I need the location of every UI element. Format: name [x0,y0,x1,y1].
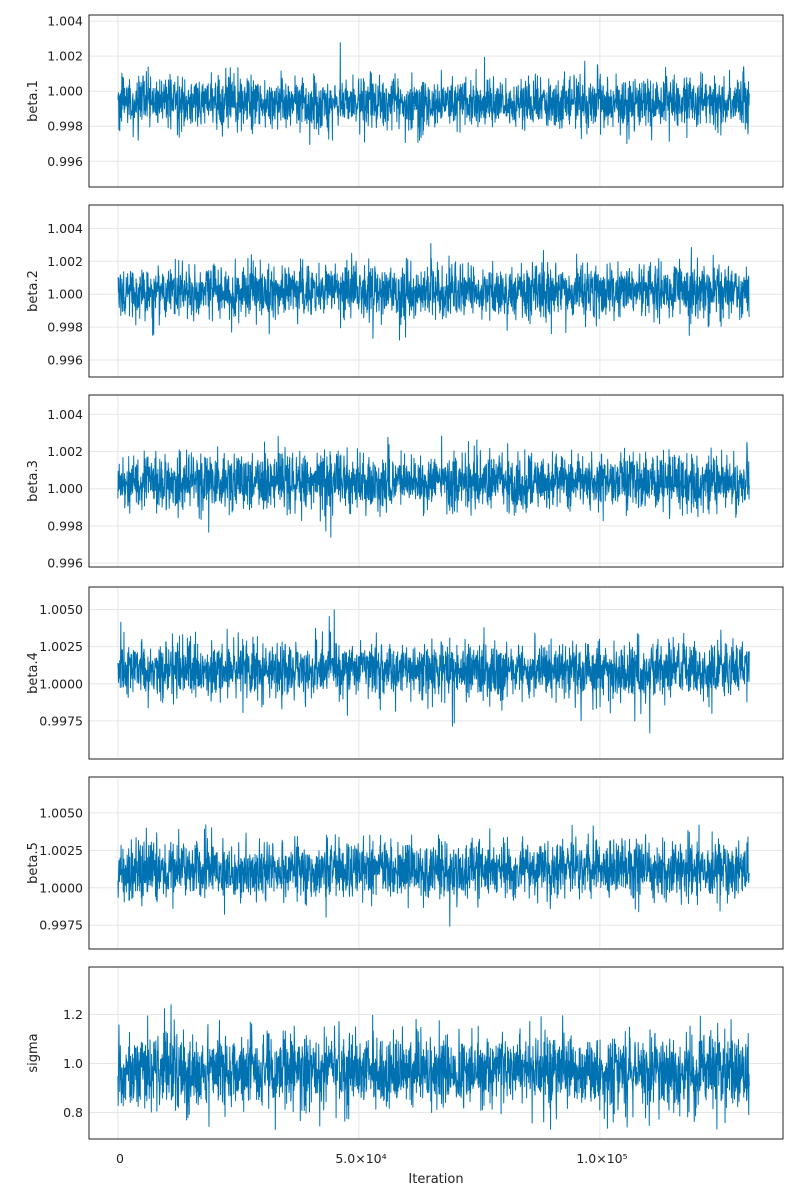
panel-frame [88,776,784,950]
y-tick-label-1: 1.0000 [39,676,83,691]
trace-line-beta-1 [117,42,750,146]
y-tick-label-4: 1.004 [47,14,83,29]
y-axis-title: beta.3 [26,460,41,502]
trace-line-sigma [117,1004,750,1130]
y-tick-label-1: 1.0 [63,1056,83,1071]
trace-panel-beta-1: 0.996 0.998 1.000 1.002 1.004 beta.1 [26,14,784,188]
y-tick-label-3: 1.002 [47,254,83,269]
panel-frame [88,966,784,1140]
y-axis-title: beta.1 [26,80,41,122]
y-tick-label-1: 0.998 [47,320,83,335]
y-tick-label-0: 0.996 [47,154,83,169]
x-tick-label-2: 1.0×10⁵ [576,1151,627,1166]
y-tick-label-2: 1.0025 [39,639,83,654]
x-tick-label-1: 5.0×10⁴ [335,1151,386,1166]
panel-frame [88,394,784,568]
trace-panel-beta-4: 0.9975 1.0000 1.0025 1.0050 beta.4 [26,586,784,760]
y-tick-label-0: 0.996 [47,353,83,368]
x-tick-label-0: 0 [116,1151,124,1166]
y-tick-label-0: 0.8 [63,1105,83,1120]
y-axis-title: sigma [26,1033,41,1072]
trace-line-beta-2 [117,242,750,341]
x-axis-title: Iteration [408,1172,463,1187]
panel-frame [88,586,784,760]
trace-line-beta-5 [117,824,750,927]
y-tick-label-4: 1.004 [47,407,83,422]
y-tick-label-2: 1.2 [63,1007,83,1022]
y-tick-label-2: 1.000 [47,481,83,496]
y-axis-title: beta.2 [26,270,41,312]
y-tick-label-1: 0.998 [47,518,83,533]
panel-frame [88,204,784,378]
y-tick-label-2: 1.000 [47,84,83,99]
panels-group: 0.9960.9981.0001.0021.004beta.10.9960.99… [26,14,784,1140]
y-tick-label-3: 1.002 [47,49,83,64]
trace-line-beta-4 [117,609,750,734]
y-tick-label-3: 1.0050 [39,602,83,617]
y-tick-label-3: 1.002 [47,444,83,459]
y-tick-label-0: 0.9975 [39,918,83,933]
trace-panel-beta-3: 0.996 0.998 1.000 1.002 1.004 beta.3 [26,394,784,571]
y-tick-label-1: 0.998 [47,119,83,134]
trace-panel-beta-5: 0.9975 1.0000 1.0025 1.0050 beta.5 [26,776,784,950]
y-tick-label-2: 1.0025 [39,843,83,858]
y-tick-label-3: 1.0050 [39,805,83,820]
x-axis: 0 5.0×10⁴ 1.0×10⁵ Iteration [116,1151,628,1187]
y-axis-title: beta.5 [26,842,41,884]
y-tick-label-0: 0.996 [47,556,83,571]
y-tick-label-0: 0.9975 [39,713,83,728]
trace-line-beta-3 [117,435,750,538]
trace-panel-beta-2: 0.996 0.998 1.000 1.002 1.004 beta.2 [26,204,784,378]
y-tick-label-4: 1.004 [47,221,83,236]
y-tick-label-2: 1.000 [47,287,83,302]
y-axis-title: beta.4 [26,652,41,694]
trace-panel-sigma: 0.8 1.0 1.2 sigma [26,966,784,1140]
panel-frame [88,14,784,188]
y-tick-label-1: 1.0000 [39,880,83,895]
